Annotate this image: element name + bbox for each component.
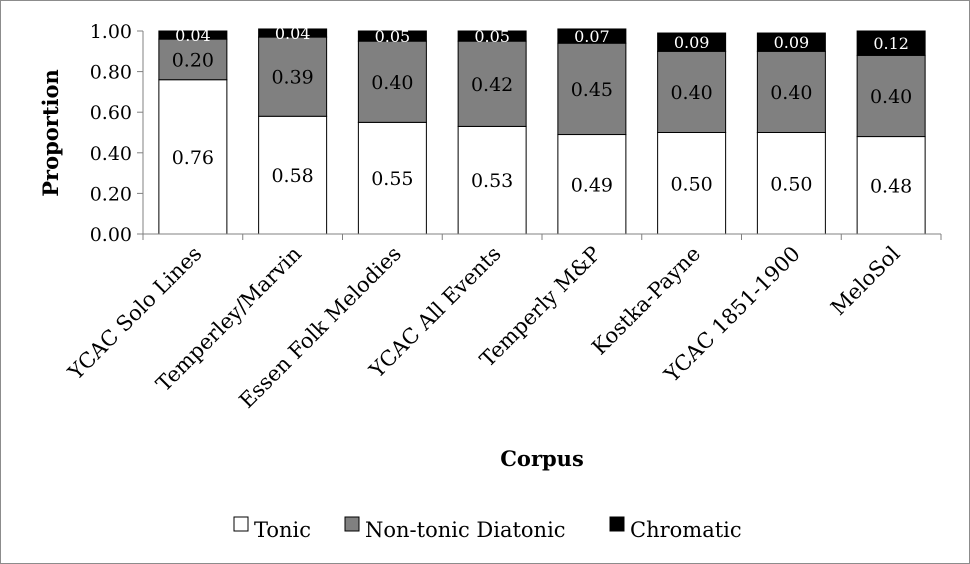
y-tick-label: 0.40 <box>90 143 132 165</box>
bar-non-tonic-diatonic <box>357 40 427 123</box>
bar-non-tonic-diatonic <box>557 42 627 136</box>
bar-non-tonic-diatonic <box>457 40 527 127</box>
bar-tonic <box>557 134 627 235</box>
data-label: 0.48 <box>870 175 912 197</box>
data-label: 0.40 <box>770 82 812 104</box>
bar-non-tonic-diatonic <box>856 54 926 138</box>
bar-chromatic <box>258 28 328 38</box>
data-label: 0.50 <box>770 173 812 195</box>
x-tick-label: MeloSol <box>826 241 905 320</box>
bar-chromatic <box>457 30 527 42</box>
data-label: 0.55 <box>371 168 413 190</box>
legend-swatch-chromatic <box>609 516 625 532</box>
bar-non-tonic-diatonic <box>657 50 727 133</box>
data-label: 0.20 <box>172 49 214 71</box>
data-label: 0.40 <box>870 86 912 108</box>
bar-tonic <box>856 136 926 235</box>
data-label: 0.40 <box>371 72 413 94</box>
bar-chromatic <box>357 30 427 42</box>
data-label: 0.53 <box>471 170 513 192</box>
legend: Tonic Non-tonic Diatonic Chromatic <box>233 516 742 542</box>
bar-tonic <box>258 115 328 235</box>
data-label: 0.50 <box>670 173 712 195</box>
data-label: 0.76 <box>172 147 214 169</box>
data-label: 0.40 <box>670 82 712 104</box>
bar-tonic <box>657 132 727 235</box>
x-axis-title: Corpus <box>500 446 584 471</box>
bar-non-tonic-diatonic <box>756 50 826 133</box>
data-label: 0.04 <box>275 24 311 43</box>
bar-tonic <box>158 79 228 235</box>
bars-layer <box>158 28 926 235</box>
bar-chromatic <box>657 32 727 52</box>
y-tick-label: 0.60 <box>90 102 132 124</box>
x-tick-label: Essen Folk Melodies <box>235 242 406 413</box>
bar-tonic <box>756 132 826 235</box>
y-axis-title: Proportion <box>38 69 63 197</box>
y-tick-label: 0.00 <box>90 224 132 246</box>
legend-label-non-tonic-diatonic: Non-tonic Diatonic <box>365 518 566 542</box>
data-label: 0.04 <box>175 26 211 45</box>
data-label: 0.58 <box>271 165 313 187</box>
legend-label-tonic: Tonic <box>254 518 311 542</box>
bar-chromatic <box>756 32 826 52</box>
labels-layer: 0.76 0.20 0.04 0.58 0.39 0.04 0.55 0.40 0.05 0.53… <box>172 24 913 197</box>
data-label: 0.09 <box>674 33 710 52</box>
data-label: 0.05 <box>474 27 510 46</box>
bar-tonic <box>457 125 527 235</box>
data-label: 0.12 <box>873 34 909 53</box>
data-label: 0.45 <box>571 79 613 101</box>
bar-chromatic <box>856 30 926 56</box>
data-label: 0.09 <box>774 33 810 52</box>
bar-chromatic <box>557 28 627 44</box>
legend-label-chromatic: Chromatic <box>630 518 742 542</box>
data-label: 0.05 <box>375 27 411 46</box>
y-tick-label: 0.20 <box>90 183 132 205</box>
legend-swatch-non-tonic-diatonic <box>344 516 360 532</box>
data-label: 0.49 <box>571 174 613 196</box>
data-label: 0.42 <box>471 74 513 96</box>
y-tick-label: 1.00 <box>90 21 132 43</box>
y-tick-label: 0.80 <box>90 62 132 84</box>
bar-chromatic <box>158 30 228 40</box>
legend-swatch-tonic <box>233 516 249 532</box>
data-label: 0.07 <box>574 27 610 46</box>
data-label: 0.39 <box>271 67 313 89</box>
